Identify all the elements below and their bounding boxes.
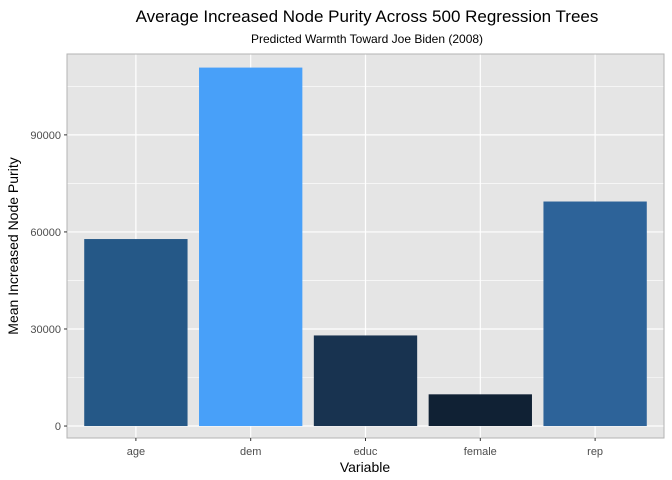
- x-tick-label: rep: [587, 446, 603, 458]
- y-tick-label: 60000: [30, 227, 61, 239]
- x-axis-title: Variable: [340, 459, 391, 475]
- bars: [84, 67, 647, 427]
- bar-rep: [543, 201, 647, 427]
- x-tick-label: female: [464, 446, 497, 458]
- y-tick-label: 30000: [30, 324, 61, 336]
- chart-subtitle: Predicted Warmth Toward Joe Biden (2008): [251, 32, 483, 46]
- y-tick-label: 0: [55, 421, 61, 433]
- bar-female: [428, 394, 532, 427]
- x-tick-label: educ: [354, 446, 378, 458]
- y-tick-label: 90000: [30, 130, 61, 142]
- x-tick-label: age: [127, 446, 145, 458]
- bar-educ: [313, 335, 418, 427]
- bar-age: [84, 239, 188, 427]
- chart-title: Average Increased Node Purity Across 500…: [136, 7, 599, 26]
- x-axis: age dem educ female rep: [127, 438, 603, 458]
- bar-dem: [199, 67, 303, 427]
- x-tick-label: dem: [240, 446, 261, 458]
- y-axis: 0 30000 60000 90000: [30, 130, 67, 433]
- y-axis-title: Mean Increased Node Purity: [5, 157, 21, 334]
